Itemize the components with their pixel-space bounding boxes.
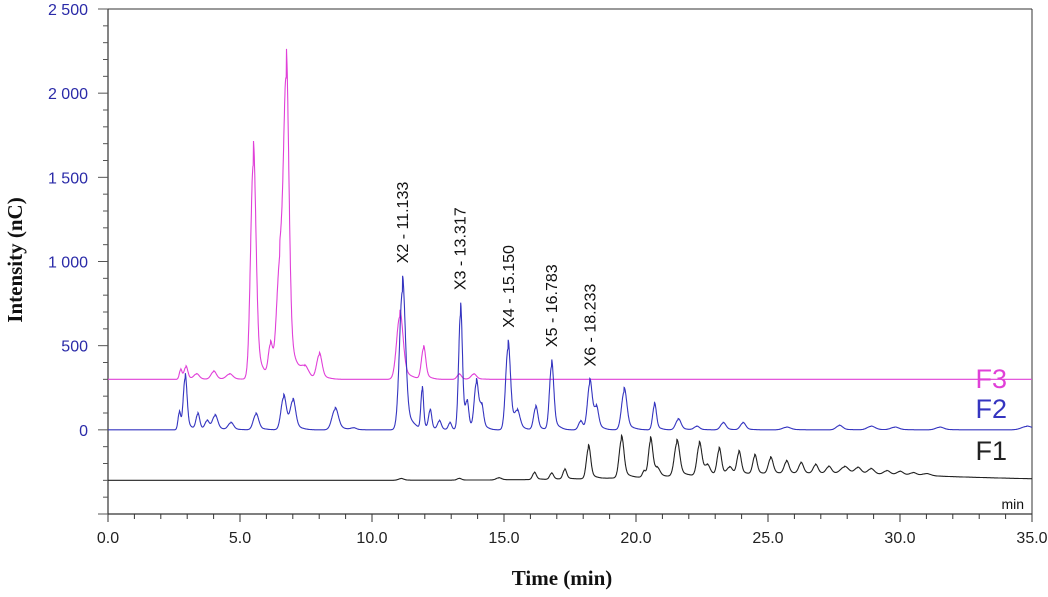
series-label-f2: F2 bbox=[975, 394, 1007, 424]
series-line-f1 bbox=[108, 433, 1032, 481]
peak-annotation: X4 - 15.150 bbox=[501, 245, 518, 328]
y-tick-label: 500 bbox=[61, 339, 88, 356]
x-tick-label: 30.0 bbox=[884, 530, 915, 547]
x-tick-label: 5.0 bbox=[229, 530, 251, 547]
series-label-f1: F1 bbox=[975, 436, 1007, 466]
series-line-f2 bbox=[108, 275, 1033, 431]
peak-annotation: X5 - 16.783 bbox=[544, 264, 561, 347]
x-tick-label: 25.0 bbox=[752, 530, 783, 547]
y-tick-label: 2 500 bbox=[48, 2, 88, 19]
x-axis-ticks: 0.0 5.0 10.0 15.0 20.0 25.0 30.0 35.0 bbox=[97, 514, 1048, 547]
y-axis-title: Intensity (nC) bbox=[3, 197, 27, 322]
x-axis-title: Time (min) bbox=[512, 566, 613, 590]
y-tick-label: 1 000 bbox=[48, 255, 88, 272]
series-label-f3: F3 bbox=[975, 364, 1007, 394]
x-tick-label: 15.0 bbox=[488, 530, 519, 547]
x-tick-label: 20.0 bbox=[620, 530, 651, 547]
x-tick-label: 0.0 bbox=[97, 530, 119, 547]
y-tick-label: 0 bbox=[79, 423, 88, 440]
series-lines bbox=[108, 48, 1033, 481]
y-tick-label: 2 000 bbox=[48, 86, 88, 103]
series-line-f3 bbox=[108, 48, 1032, 380]
x-tick-label: 10.0 bbox=[356, 530, 387, 547]
x-unit-label: min bbox=[1001, 496, 1024, 512]
x-tick-label: 35.0 bbox=[1016, 530, 1047, 547]
peak-annotations: X2 - 11.133 X3 - 13.317 X4 - 15.150 X5 - 16… bbox=[395, 182, 599, 367]
y-tick-label: 1 500 bbox=[48, 170, 88, 187]
peak-annotation: X3 - 13.317 bbox=[453, 207, 470, 290]
y-axis-ticks: 0 500 1 000 1 500 2 000 2 500 bbox=[48, 2, 108, 515]
peak-annotation: X6 - 18.233 bbox=[582, 284, 599, 367]
peak-annotation: X2 - 11.133 bbox=[395, 182, 412, 264]
plot-frame bbox=[107, 8, 1033, 515]
